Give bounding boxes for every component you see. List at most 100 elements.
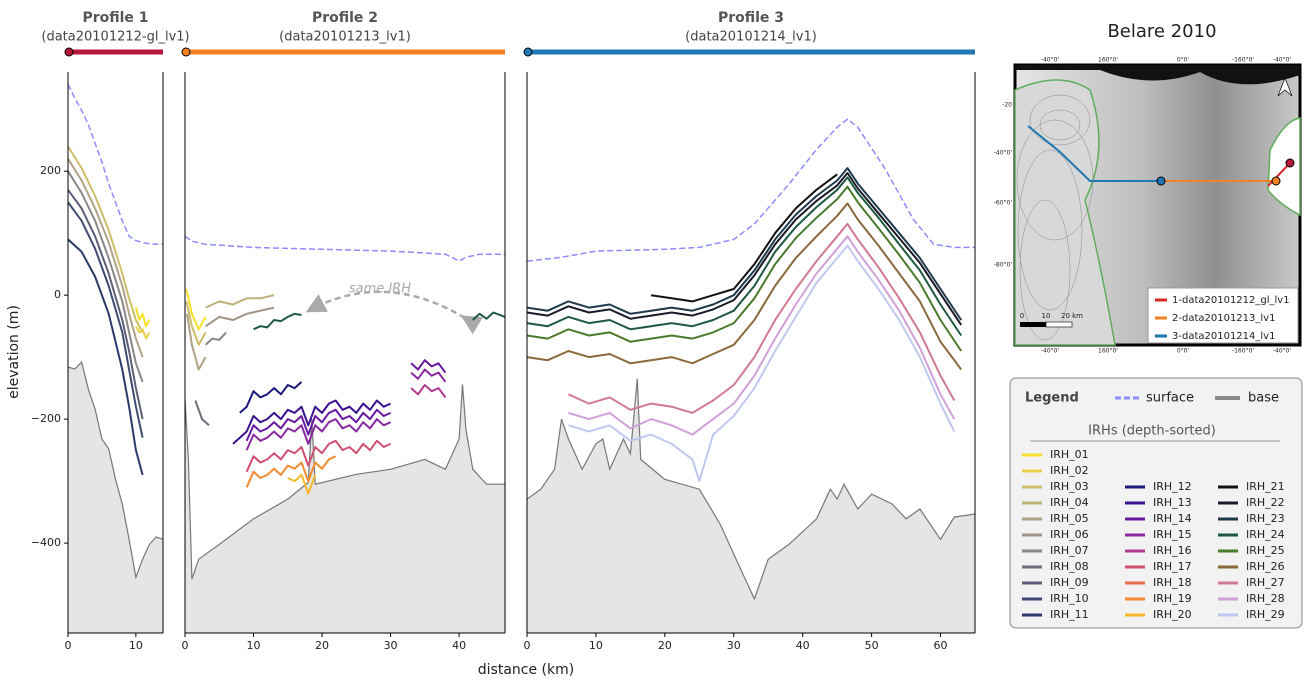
legend-irh-label: IRH_03 (1050, 480, 1089, 493)
legend-irh-label: IRH_13 (1153, 496, 1192, 509)
plot-area (68, 84, 163, 633)
x-tick-label: 10 (589, 639, 603, 652)
irh-line (287, 473, 317, 495)
irh-line (527, 202, 963, 371)
legend-irh-label: IRH_18 (1153, 576, 1192, 589)
irh-line (245, 368, 447, 451)
x-tick-label: 30 (384, 639, 398, 652)
irh-line (232, 399, 392, 445)
profile-start (523, 47, 533, 57)
x-tick-label: 10 (129, 639, 143, 652)
map-legend-label: 2-data20101213_lv1 (1172, 313, 1275, 324)
legend-irh-label: IRH_16 (1153, 544, 1192, 557)
base-line (527, 378, 975, 601)
panel-subtitle: (data20101214_lv1) (685, 30, 817, 45)
map-lat-label: -60°0' (994, 200, 1013, 207)
legend-surface-label: surface (1146, 391, 1194, 406)
y-tick-label: 0 (54, 288, 61, 301)
irh-line (527, 176, 963, 337)
map-lon-label: 160°0' (1098, 57, 1118, 64)
irh-line (68, 170, 144, 383)
surface-line (527, 118, 975, 262)
scale-label: 0 (1020, 312, 1024, 320)
irh-line (245, 359, 447, 442)
legend-irh-label: IRH_08 (1050, 560, 1089, 573)
surface-line (68, 84, 163, 246)
map-legend-label: 1-data20101212_gl_lv1 (1172, 295, 1290, 306)
base-area (527, 378, 975, 633)
irh-line (527, 167, 963, 321)
plot-area (527, 118, 975, 633)
base-line (68, 360, 163, 580)
legend-irh-label: IRH_22 (1246, 496, 1285, 509)
x-tick-label: 0 (182, 639, 189, 652)
legend-irh-label: IRH_01 (1050, 448, 1089, 461)
irh-line (205, 294, 275, 309)
map-lat-label: -80°0' (994, 262, 1013, 269)
x-tick-label: 20 (315, 639, 329, 652)
map-lat-label: -20 (1002, 102, 1012, 109)
panel-title: Profile 3 (718, 10, 784, 26)
x-axis-label: distance (km) (478, 662, 574, 678)
x-tick-label: 50 (865, 639, 879, 652)
x-tick-label: 10 (247, 639, 261, 652)
irh-line (68, 201, 144, 438)
legend-irh-label: IRH_27 (1246, 576, 1285, 589)
irh-line (135, 325, 151, 340)
map (1013, 63, 1302, 347)
irh-line (239, 381, 303, 414)
irh-line (185, 301, 207, 346)
legend-irh-title: IRHs (depth-sorted) (1088, 424, 1216, 439)
irh-line (185, 288, 207, 331)
irh-line (68, 158, 144, 358)
irh-line (245, 439, 392, 473)
x-tick-label: 40 (452, 639, 466, 652)
irh-line (253, 311, 505, 331)
map-lon-label: -40°0' (1273, 348, 1292, 355)
map-title: Belare 2010 (1107, 21, 1216, 42)
legend-irh-label: IRH_19 (1153, 592, 1192, 605)
legend-irh-label: IRH_11 (1050, 608, 1089, 621)
legend-base-label: base (1248, 391, 1279, 406)
irh-line (650, 173, 838, 303)
irh-line (194, 400, 210, 427)
legend-irh-label: IRH_14 (1153, 512, 1192, 525)
map-lon-label: 0°0' (1177, 348, 1190, 355)
profile-start (64, 47, 74, 57)
irh-line (568, 244, 956, 483)
map-lon-label: -40°0' (1273, 57, 1292, 64)
irh-line (205, 306, 275, 328)
x-tick-label: 0 (524, 639, 531, 652)
y-tick-label: 200 (40, 164, 61, 177)
base-area (68, 362, 163, 633)
legend-title: Legend (1025, 391, 1079, 406)
panel-subtitle: (data20101212-gl_lv1) (41, 30, 189, 45)
legend-irh-label: IRH_21 (1246, 480, 1285, 493)
irh-line (134, 307, 151, 328)
panel-title: Profile 2 (312, 10, 378, 26)
panel-title: Profile 1 (82, 10, 148, 26)
surface-line (185, 235, 505, 262)
plot-area (185, 235, 505, 633)
legend-irh-label: IRH_10 (1050, 592, 1089, 605)
legend-irh-label: IRH_28 (1246, 592, 1285, 605)
legend-irh-label: IRH_09 (1050, 576, 1089, 589)
irh-line (410, 384, 447, 398)
legend-irh-label: IRH_04 (1050, 496, 1089, 509)
legend-irh-label: IRH_17 (1153, 560, 1192, 573)
x-tick-label: 40 (796, 639, 810, 652)
irh-line (527, 185, 963, 352)
base-area (185, 384, 505, 633)
y-tick-label: −400 (31, 536, 61, 549)
x-tick-label: 30 (727, 639, 741, 652)
irh-line (186, 313, 207, 371)
map-lon-label: -160°0' (1232, 348, 1254, 355)
legend-irh-label: IRH_05 (1050, 512, 1089, 525)
profile-start (181, 47, 191, 57)
panel-subtitle: (data20101213_lv1) (279, 30, 411, 45)
same-irh-arrow (305, 290, 484, 335)
map-legend-label: 3-data20101214_lv1 (1172, 331, 1275, 342)
irh-line (68, 238, 144, 476)
